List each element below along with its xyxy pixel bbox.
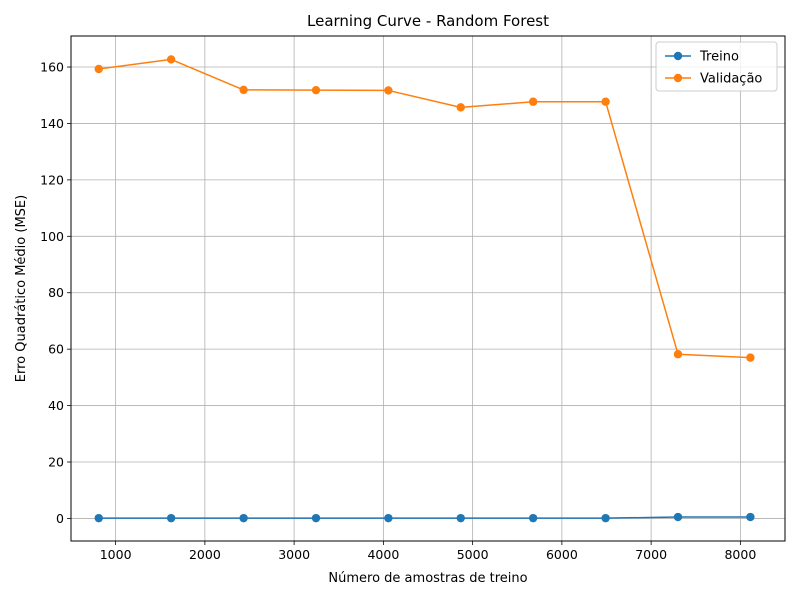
y-axis-ticks: 0 20 40 60 80 100 120 140 160: [40, 60, 71, 526]
data-point-treino: [94, 513, 103, 523]
y-axis-title: Erro Quadrático Médio (MSE): [14, 195, 29, 382]
data-point-validacao: [528, 97, 538, 106]
series-line-treino: [98, 516, 751, 519]
x-tick-label: 4000: [367, 547, 399, 562]
y-tick-label: 60: [48, 342, 64, 357]
data-point-validacao: [384, 86, 393, 95]
series-layer: [94, 55, 755, 523]
x-tick-label: 1000: [100, 547, 132, 562]
data-point-treino: [166, 513, 176, 523]
x-tick-label: 7000: [635, 547, 667, 562]
y-tick-label: 80: [48, 285, 64, 300]
data-point-treino: [746, 512, 755, 522]
y-tick-label: 0: [56, 511, 64, 526]
data-point-validacao: [311, 85, 321, 95]
legend-label: Treino: [699, 50, 739, 65]
x-tick-label: 2000: [189, 547, 221, 562]
data-point-treino: [311, 513, 321, 523]
data-point-validacao: [166, 55, 176, 64]
data-point-treino: [384, 513, 393, 523]
data-point-validacao: [601, 97, 610, 106]
data-point-treino: [456, 513, 465, 523]
series-line-validacao: [98, 58, 751, 359]
y-tick-label: 140: [40, 116, 64, 131]
data-point-treino: [673, 512, 683, 522]
legend-label: Validação: [700, 72, 762, 87]
y-tick-label: 40: [48, 398, 64, 413]
data-point-validacao: [746, 353, 755, 362]
plot-area-frame: [70, 35, 786, 542]
legend-marker: [673, 51, 683, 61]
x-tick-label: 6000: [546, 547, 578, 562]
x-axis-title: Número de amostras de treino: [328, 571, 527, 586]
data-point-validacao: [94, 64, 103, 74]
chart-title: Learning Curve - Random Forest: [307, 12, 549, 30]
y-tick-label: 160: [40, 60, 64, 75]
data-point-treino: [528, 513, 538, 523]
y-tick-label: 100: [40, 229, 64, 244]
data-point-validacao: [239, 85, 248, 95]
data-point-validacao: [673, 350, 683, 359]
data-point-treino: [601, 513, 610, 523]
legend: Treino Validação: [655, 41, 778, 92]
x-axis-ticks: 1000 2000 3000 4000 5000 6000 7000 8000: [100, 541, 756, 562]
x-tick-label: 8000: [724, 547, 756, 562]
x-tick-label: 3000: [278, 547, 310, 562]
data-point-treino: [239, 513, 248, 523]
grid: [71, 36, 785, 541]
y-tick-label: 120: [40, 172, 64, 187]
x-tick-label: 5000: [457, 547, 489, 562]
legend-marker: [673, 73, 683, 83]
data-point-validacao: [456, 103, 465, 112]
y-tick-label: 20: [48, 455, 64, 470]
